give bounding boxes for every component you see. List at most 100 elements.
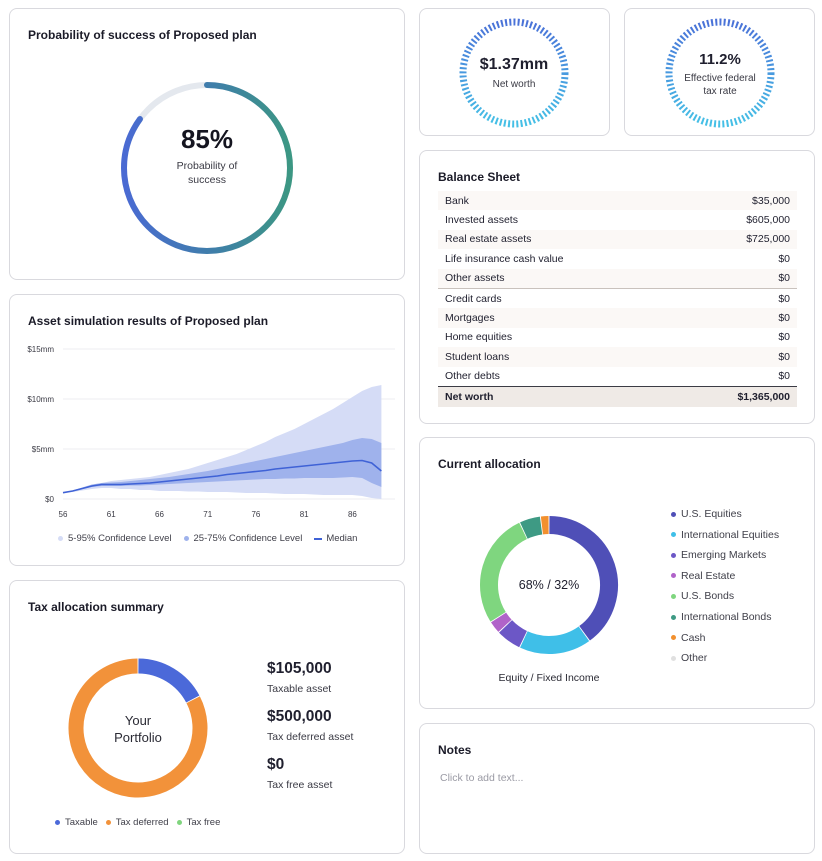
allocation-legend-item: International Equities [671,529,779,541]
balance-row: Bank $35,000 [438,191,797,211]
legend-tax-deferred-label: Tax deferred [115,817,169,828]
balance-row-value: $0 [676,308,797,328]
tax-deferred-amount: $500,000 [267,708,332,725]
legend-taxable-label: Taxable [65,817,98,828]
balance-row: Mortgages $0 [438,308,797,328]
notes-card: Notes Click to add text... [419,723,815,854]
allocation-legend-label: Cash [681,631,706,644]
tax-segment-tax-deferred [68,658,208,798]
balance-row: Real estate assets $725,000 [438,229,797,250]
tax-allocation-title: Tax allocation summary [28,600,164,614]
balance-row-label: Life insurance cash value [445,252,564,265]
allocation-legend-item: Cash [671,632,706,644]
balance-row-value: $605,000 [746,214,790,227]
legend-taxable-swatch [55,820,60,825]
allocation-legend-swatch [671,655,676,661]
simulation-card: Asset simulation results of Proposed pla… [9,294,405,566]
balance-total-value: $1,365,000 [676,385,797,407]
legend-median-swatch [314,537,323,540]
balance-row-label: Mortgages [438,308,677,328]
tax-rate-value: 11.2% [699,51,741,68]
allocation-legend-item: U.S. Equities [671,508,742,520]
allocation-legend-item: International Bonds [671,611,771,623]
notes-text-area[interactable]: Click to add text... [440,772,524,784]
tax-allocation-card: Tax allocation summary Your Portfolio $1… [9,580,405,854]
x-tick-label: 56 [59,510,68,519]
balance-row: Other assets $0 [438,268,797,289]
allocation-legend-label: International Bonds [681,611,772,623]
simulation-chart: $0 $5mm $10mm $15mm 56 61 66 71 76 81 86 [27,345,395,519]
legend-tax-deferred-swatch [105,820,111,825]
allocation-legend-item: Emerging Markets [671,549,766,561]
allocation-legend-label: Other [681,652,708,665]
balance-row-value: $0 [676,347,797,367]
balance-row-label: Home equities [445,331,513,344]
allocation-segment-emerging-markets [499,619,528,648]
allocation-legend-label: Emerging Markets [681,549,767,562]
x-tick-label: 66 [155,510,164,519]
tax-rate-label-line1: Effective federal [684,73,756,84]
x-tick-label: 61 [107,510,116,519]
allocation-segment-real-estate [491,612,512,632]
allocation-legend-item: Other [671,652,707,664]
balance-sheet-title: Balance Sheet [438,170,521,184]
gauge-progress-arc [121,82,293,254]
allocation-segment-u-s-equities [549,516,618,641]
balance-row-value: $725,000 [676,229,797,250]
success-card-title: Probability of success of Proposed plan [28,28,257,42]
allocation-legend-swatch [671,635,676,641]
balance-row: Credit cards $0 [438,287,797,309]
y-tick-label: $5mm [32,445,55,454]
allocation-legend-swatch [671,593,676,599]
legend-inner-band-label: 25-75% Confidence Level [193,533,303,544]
balance-row: Other debts $0 [438,367,797,387]
allocation-legend-label: U.S. Bonds [681,590,735,603]
net-worth-dial [459,18,569,128]
balance-row-label: Invested assets [445,214,518,227]
balance-row: Life insurance cash value $0 [438,249,797,268]
balance-row-label: Other assets [438,268,677,289]
legend-inner-band-swatch [183,536,189,541]
taxable-amount: $105,000 [267,660,332,677]
allocation-segment-international-bonds [520,516,543,539]
net-worth-value: $1.37mm [479,56,549,73]
simulation-title: Asset simulation results of Proposed pla… [28,314,269,328]
tax-free-label: Tax free asset [267,779,333,791]
balance-row-label: Real estate assets [438,229,677,250]
balance-row: Invested assets $605,000 [438,210,797,229]
balance-row-value: $0 [778,331,790,344]
success-caption-line1: Probability of [176,160,238,172]
tax-rate-card: 11.2% Effective federal tax rate [624,8,815,136]
legend-tax-free-label: Tax free [186,817,221,828]
allocation-legend-swatch [671,532,676,538]
success-gauge [121,82,293,254]
median-line [62,459,382,494]
balance-row: Home equities $0 [438,328,797,347]
allocation-legend-label: U.S. Equities [681,508,742,520]
tax-segment-taxable [138,658,200,703]
tax-rate-label-line2: tax rate [703,86,737,97]
balance-row-value: $0 [676,287,797,309]
legend-outer-band-swatch [58,536,63,541]
tax-rate-dial-ring [665,18,775,128]
allocation-legend-item: U.S. Bonds [671,590,734,602]
tax-legend: Taxable Tax deferred Tax free [55,817,220,828]
tax-deferred-label: Tax deferred asset [267,731,354,743]
allocation-card: Current allocation 68% / 32% Equity / Fi… [419,437,815,709]
success-value: 85% [180,124,234,154]
balance-row-value: $35,000 [676,191,797,211]
legend-tax-free-swatch [176,820,182,825]
balance-row-value: $0 [778,370,790,383]
taxable-label: Taxable asset [267,683,332,695]
allocation-legend-swatch [671,573,676,579]
allocation-legend-swatch [671,511,676,517]
tax-free-amount: $0 [267,756,285,773]
x-tick-label: 86 [348,510,357,519]
net-worth-card: $1.37mm Net worth [419,8,610,136]
tax-donut [68,658,208,798]
simulation-legend: 5-95% Confidence Level 25-75% Confidence… [58,533,357,544]
balance-row-value: $0 [778,252,790,265]
net-worth-label: Net worth [492,79,536,90]
allocation-title: Current allocation [438,457,541,471]
x-tick-label: 76 [251,510,260,519]
